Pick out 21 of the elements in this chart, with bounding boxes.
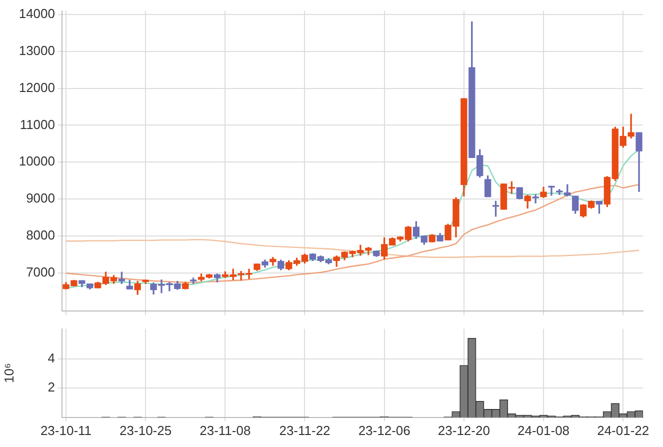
y-tick-label: 8000 (26, 227, 55, 242)
x-tick-label: 23-12-20 (438, 422, 490, 438)
y-tick-label: 9000 (26, 190, 55, 206)
candlestick (548, 186, 555, 196)
y-tick-label: 7000 (26, 264, 55, 280)
y-tick-label: 10000 (18, 154, 55, 169)
x-tick-label: 24-01-22 (597, 422, 650, 438)
y-tick-label: 14000 (18, 6, 55, 22)
x-tick-label: 23-11-08 (200, 422, 251, 438)
y-tick-label: 4 (48, 350, 55, 366)
y-tick-label: 2 (48, 380, 55, 395)
y-tick-label: 12000 (18, 80, 55, 95)
y-tick-label: 13000 (18, 42, 55, 58)
candlestick (532, 194, 539, 204)
x-tick-label: 23-10-25 (120, 422, 172, 438)
x-tick-label: 23-10-11 (40, 422, 92, 438)
x-tick-label: 23-12-06 (358, 422, 410, 438)
x-tick-label: 23-11-22 (279, 422, 330, 438)
x-tick-label: 24-01-08 (517, 422, 570, 438)
y-tick-label: 11000 (20, 116, 55, 132)
y-axis-title: 10⁶ (1, 363, 16, 384)
